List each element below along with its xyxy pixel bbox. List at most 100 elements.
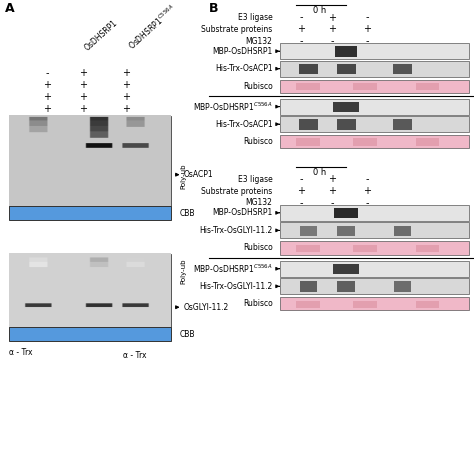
- Bar: [416, 301, 439, 308]
- Bar: [337, 282, 355, 292]
- Bar: [9, 254, 171, 327]
- Bar: [296, 83, 320, 90]
- Bar: [296, 138, 320, 146]
- Bar: [280, 80, 469, 93]
- Text: +: +: [122, 80, 129, 91]
- Text: 0 h: 0 h: [313, 6, 327, 15]
- Text: -: -: [330, 36, 334, 46]
- Text: +: +: [122, 92, 129, 102]
- Bar: [9, 116, 171, 206]
- Text: Substrate proteins: Substrate proteins: [201, 25, 273, 34]
- Text: Rubisco: Rubisco: [243, 137, 273, 146]
- Text: Poly-ub: Poly-ub: [180, 259, 186, 284]
- Text: His-Trx-OsACP1: His-Trx-OsACP1: [215, 64, 273, 73]
- Bar: [393, 64, 412, 74]
- Bar: [280, 278, 469, 294]
- Text: OsGLYI-11.2: OsGLYI-11.2: [184, 303, 229, 312]
- Bar: [353, 301, 377, 308]
- Text: MBP-OsDHSRP1$^{C556A}$: MBP-OsDHSRP1$^{C556A}$: [193, 100, 273, 113]
- Bar: [9, 327, 171, 341]
- Text: OsDHSRP1$^{C556A}$: OsDHSRP1$^{C556A}$: [126, 2, 179, 52]
- Bar: [280, 261, 469, 277]
- Text: CBB: CBB: [180, 330, 196, 338]
- Bar: [353, 245, 377, 252]
- Text: -: -: [365, 174, 369, 184]
- Text: +: +: [79, 92, 87, 102]
- Bar: [333, 264, 359, 274]
- Text: MG132: MG132: [246, 199, 273, 207]
- Text: +: +: [79, 80, 87, 91]
- Text: +: +: [79, 104, 87, 114]
- Bar: [9, 206, 171, 220]
- Text: Substrate proteins: Substrate proteins: [201, 187, 273, 195]
- Text: 0 h: 0 h: [313, 168, 327, 177]
- Text: MBP-OsDHSRP1: MBP-OsDHSRP1: [212, 47, 273, 55]
- Text: +: +: [297, 186, 305, 196]
- Bar: [280, 297, 469, 310]
- Bar: [394, 282, 411, 292]
- Bar: [280, 135, 469, 148]
- Text: Rubisco: Rubisco: [243, 244, 273, 252]
- Text: B: B: [209, 2, 218, 15]
- Bar: [280, 241, 469, 255]
- Bar: [300, 226, 317, 236]
- Text: +: +: [328, 186, 336, 196]
- Text: Poly-ub: Poly-ub: [180, 164, 186, 189]
- Text: +: +: [328, 12, 336, 23]
- Text: -: -: [299, 174, 303, 184]
- Bar: [416, 245, 439, 252]
- Bar: [393, 119, 412, 130]
- Text: -: -: [299, 36, 303, 46]
- Text: -: -: [330, 198, 334, 208]
- Bar: [333, 102, 359, 112]
- Bar: [394, 226, 411, 236]
- Bar: [280, 61, 469, 77]
- Text: +: +: [44, 80, 51, 91]
- Bar: [299, 119, 318, 130]
- Text: +: +: [364, 24, 371, 35]
- Text: -: -: [365, 12, 369, 23]
- Text: +: +: [364, 186, 371, 196]
- Text: MBP-OsDHSRP1$^{C556A}$: MBP-OsDHSRP1$^{C556A}$: [193, 263, 273, 275]
- Text: Rubisco: Rubisco: [243, 300, 273, 308]
- Text: -: -: [365, 198, 369, 208]
- Bar: [280, 99, 469, 115]
- Text: -: -: [299, 198, 303, 208]
- Text: E3 ligase: E3 ligase: [238, 175, 273, 183]
- Bar: [353, 138, 377, 146]
- Text: +: +: [297, 24, 305, 35]
- Text: OsDHSRP1: OsDHSRP1: [83, 18, 119, 52]
- Text: +: +: [79, 68, 87, 79]
- Text: His-Trx-OsGLYI-11.2: His-Trx-OsGLYI-11.2: [199, 226, 273, 235]
- Bar: [416, 138, 439, 146]
- Bar: [280, 205, 469, 221]
- Text: His-Trx-OsACP1: His-Trx-OsACP1: [215, 120, 273, 128]
- Text: +: +: [328, 174, 336, 184]
- Bar: [337, 119, 356, 130]
- Bar: [334, 208, 358, 219]
- Text: +: +: [44, 92, 51, 102]
- Text: -: -: [46, 68, 49, 79]
- Bar: [353, 83, 377, 90]
- Bar: [299, 64, 318, 74]
- Bar: [280, 222, 469, 238]
- Text: α - Trx: α - Trx: [123, 351, 147, 360]
- Text: E3 ligase: E3 ligase: [238, 13, 273, 22]
- Text: CBB: CBB: [180, 209, 196, 218]
- Text: +: +: [122, 104, 129, 114]
- Text: +: +: [44, 104, 51, 114]
- Bar: [296, 245, 320, 252]
- Text: +: +: [328, 24, 336, 35]
- Bar: [280, 116, 469, 132]
- Text: -: -: [365, 36, 369, 46]
- Bar: [335, 46, 357, 57]
- Text: +: +: [122, 68, 129, 79]
- Text: His-Trx-OsGLYI-11.2: His-Trx-OsGLYI-11.2: [199, 282, 273, 291]
- Bar: [337, 64, 356, 74]
- Text: -: -: [299, 12, 303, 23]
- Text: OsACP1: OsACP1: [184, 170, 213, 179]
- Bar: [300, 282, 317, 292]
- Bar: [416, 83, 439, 90]
- Text: MBP-OsDHSRP1: MBP-OsDHSRP1: [212, 209, 273, 217]
- Text: A: A: [5, 2, 14, 15]
